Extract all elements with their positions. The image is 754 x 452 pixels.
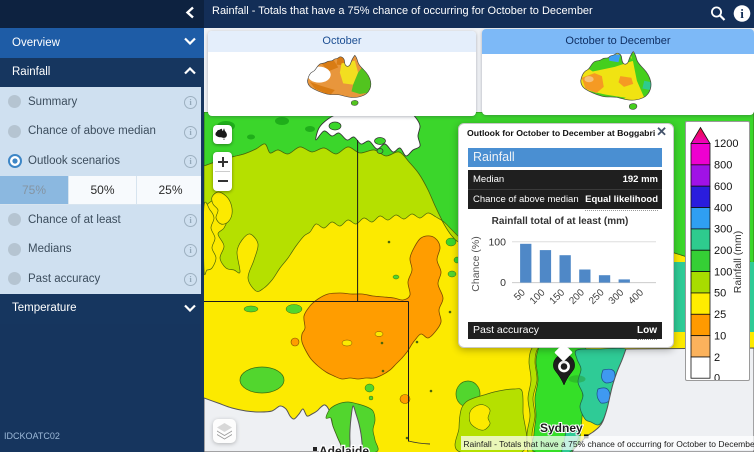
svg-text:Rainfall (mm): Rainfall (mm) — [732, 231, 744, 293]
svg-text:i: i — [740, 6, 744, 21]
svg-text:600: 600 — [714, 181, 732, 193]
svg-text:150: 150 — [548, 287, 568, 307]
svg-text:200: 200 — [567, 287, 587, 307]
svg-text:800: 800 — [714, 160, 732, 172]
svg-text:1200: 1200 — [714, 138, 738, 150]
svg-text:100: 100 — [488, 237, 506, 249]
svg-text:25: 25 — [714, 309, 726, 321]
svg-text:50: 50 — [714, 288, 726, 300]
svg-text:0: 0 — [500, 277, 506, 289]
svg-text:100: 100 — [528, 287, 548, 307]
svg-text:300: 300 — [714, 224, 732, 236]
svg-text:Sydney: Sydney — [540, 421, 583, 435]
svg-text:200: 200 — [714, 245, 732, 257]
svg-text:50: 50 — [512, 287, 528, 303]
svg-text:2: 2 — [714, 352, 720, 364]
svg-text:Chance (%): Chance (%) — [470, 236, 482, 291]
svg-text:400: 400 — [714, 203, 732, 215]
svg-text:400: 400 — [626, 287, 646, 307]
svg-text:10: 10 — [714, 331, 726, 343]
svg-text:100: 100 — [714, 267, 732, 279]
svg-text:250: 250 — [587, 287, 607, 307]
svg-text:300: 300 — [607, 287, 627, 307]
svg-text:0: 0 — [714, 373, 720, 381]
svg-text:Adelaide: Adelaide — [319, 444, 369, 452]
